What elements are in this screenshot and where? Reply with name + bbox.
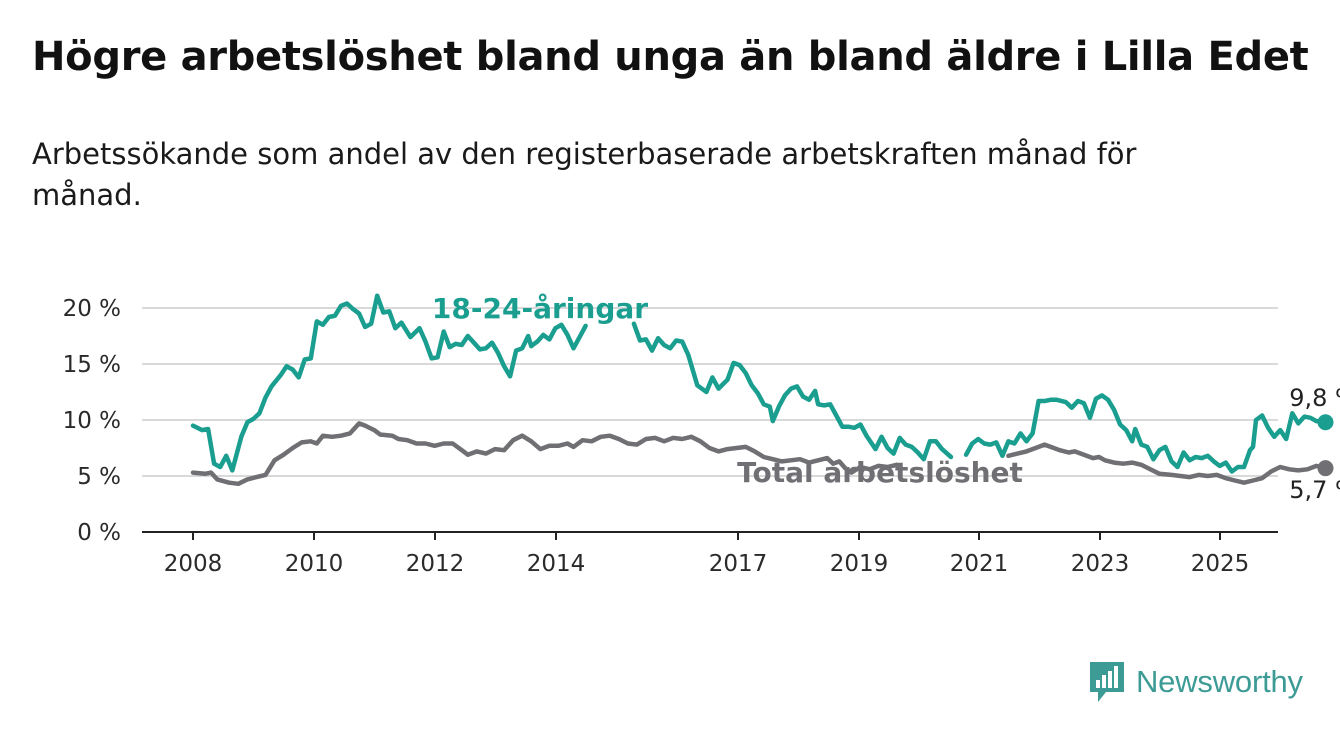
newsworthy-logo: Newsworthy [1088,660,1303,704]
gridlines [142,307,1278,533]
x-tick-label: 2014 [527,551,586,577]
series-line-youth [963,393,1328,474]
y-tick-label: 5 % [77,464,121,490]
y-tick-label: 20 % [63,296,121,322]
y-axis: 0 % 5 % 10 % 15 % 20 % [63,296,121,546]
line-chart: 0 %5 %10 %15 %20 % 2008 2010 2012 2014 2017 2… [63,292,1340,577]
series-line-total [190,421,899,487]
y-tick-label: 10 % [63,408,121,434]
y-tick-label: 0 % [77,520,121,546]
series-lines [190,293,1334,487]
x-axis: 2008 2010 2012 2014 2017 2019 2021 2023 2025 [164,532,1250,577]
x-tick-label: 2023 [1071,551,1130,577]
y-tick-label: 15 % [63,352,121,378]
chart-subtitle: Arbetssökande som andel av den registerb… [32,137,1137,212]
series-label-youth: 18-24-åringar [432,292,648,325]
end-label-total: 5,7 % [1289,476,1340,504]
brand-name: Newsworthy [1136,664,1303,699]
series-labels: 18-24-åringar Total arbetslöshet 9,8 % 5,7 … [432,292,1340,504]
series-line-total [1006,442,1328,485]
series-line-youth [190,293,588,473]
end-point-youth [1317,414,1334,431]
x-tick-label: 2025 [1191,551,1250,577]
x-tick-label: 2021 [950,551,1009,577]
x-tick-label: 2012 [406,551,465,577]
x-tick-label: 2010 [285,551,344,577]
chart-title: Högre arbetslöshet bland unga än bland ä… [32,34,1309,80]
bar-chart-logo-icon [1090,662,1124,702]
x-tick-label: 2017 [709,551,768,577]
end-point-total [1317,460,1334,477]
end-label-youth: 9,8 % [1289,384,1340,412]
series-line-youth [631,321,954,462]
x-tick-label: 2019 [830,551,889,577]
x-tick-label: 2008 [164,551,223,577]
series-label-total: Total arbetslöshet [737,456,1023,489]
